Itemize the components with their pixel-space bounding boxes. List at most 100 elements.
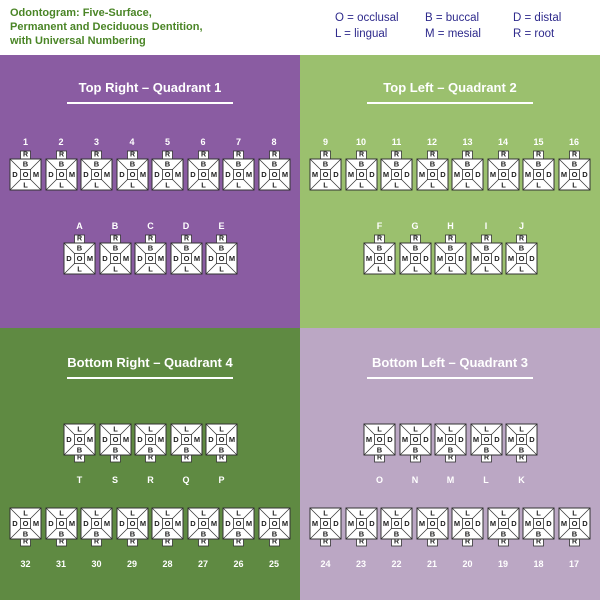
root-surface-label: R (200, 539, 205, 546)
tooth-number: 11 (391, 137, 402, 147)
root-surface-label: R (394, 539, 399, 546)
lingual-surface-label: L (130, 509, 135, 518)
tooth-23[interactable]: R O M D B L 23 (345, 498, 378, 578)
mesial-surface-label: M (210, 170, 216, 179)
lingual-surface-label: L (94, 509, 99, 518)
tooth-13[interactable]: R O M D B L 13 (451, 137, 484, 217)
tooth-12[interactable]: R O M D B L 12 (416, 137, 449, 217)
root-surface-label: R (236, 152, 241, 159)
occlusal-surface (497, 169, 509, 180)
occlusal-surface (533, 518, 544, 529)
tooth-diagram: R OD MB L (222, 507, 255, 547)
tooth-28[interactable]: R O D M B L 28 (151, 498, 184, 578)
lingual-surface-label: L (430, 509, 435, 518)
tooth-11[interactable]: R O M D B L 11 (380, 137, 413, 217)
distal-surface-label: D (494, 435, 500, 444)
diagram-title: Odontogram: Five-Surface, Permanent and … (10, 6, 250, 48)
tooth-19[interactable]: R O M D B L 19 (487, 498, 520, 578)
tooth-number: 10 (355, 137, 366, 147)
buccal-surface-label: B (112, 446, 118, 455)
tooth-17[interactable]: R O M D B L 17 (558, 498, 591, 578)
tooth-diagram: R OD MB L (187, 507, 219, 547)
tooth-number: 23 (355, 559, 366, 569)
root-surface-label: R (129, 539, 134, 546)
buccal-surface-label: B (183, 244, 189, 253)
tooth-18[interactable]: R O M D B L 18 (522, 498, 555, 578)
root-surface-label: R (323, 152, 328, 159)
tooth-27[interactable]: R O D M B L 27 (187, 498, 220, 578)
distal-surface-label: D (494, 254, 500, 263)
tooth-15[interactable]: R O M D B L 15 (522, 137, 555, 217)
title-underline (67, 377, 233, 379)
tooth-25[interactable]: R O D M B L 25 (258, 498, 291, 578)
tooth-32[interactable]: R O D M B L 32 (9, 498, 42, 578)
lingual-surface-label: L (501, 509, 506, 518)
occlusal-surface (409, 434, 421, 445)
root-surface-label: R (412, 236, 417, 243)
root-surface-label: R (448, 455, 453, 462)
root-surface-label: R (519, 455, 524, 462)
tooth-26[interactable]: R O D M B L 26 (222, 498, 255, 578)
tooth-10[interactable]: R O M D B L 10 (345, 137, 378, 217)
mesial-surface-label: M (104, 170, 110, 179)
tooth-diagram: R OD MB L (63, 234, 96, 275)
tooth-number: N (411, 475, 419, 485)
tooth-21[interactable]: R O M D B L 21 (416, 498, 449, 578)
occlusal-surface-label: O (165, 170, 171, 179)
occlusal-surface-label: O (200, 170, 206, 179)
tooth-30[interactable]: R O D M B L 30 (80, 498, 113, 578)
mesial-surface-label: M (366, 435, 372, 444)
lingual-surface-label: L (201, 181, 206, 190)
lingual-surface-label: L (359, 509, 364, 518)
distal-surface-label: D (546, 170, 552, 179)
tooth-20[interactable]: R O M D B L 20 (451, 498, 484, 578)
root-surface-label: R (23, 539, 28, 546)
buccal-surface-label: B (23, 530, 29, 539)
mesial-surface-label: M (437, 435, 443, 444)
root-surface-label: R (465, 152, 470, 159)
tooth-number: D (182, 221, 190, 231)
tooth-29[interactable]: R O D M B L 29 (116, 498, 149, 578)
tooth-24[interactable]: R O M D B L 24 (309, 498, 342, 578)
lingual-surface-label: L (448, 265, 453, 274)
legend-item-distal: D = distal (513, 12, 562, 24)
tooth-22[interactable]: R O M D B L 22 (380, 498, 413, 578)
distal-surface-label: D (440, 519, 446, 528)
root-surface-label: R (377, 455, 382, 462)
tooth-14[interactable]: R O M D B L 14 (487, 137, 520, 217)
tooth-31[interactable]: R O D M B L 31 (45, 498, 78, 578)
occlusal-surface-label: O (94, 519, 100, 528)
tooth-number: 4 (129, 137, 135, 147)
tooth-16[interactable]: R O M D B L 16 (558, 137, 591, 217)
occlusal-surface-label: O (165, 519, 171, 528)
